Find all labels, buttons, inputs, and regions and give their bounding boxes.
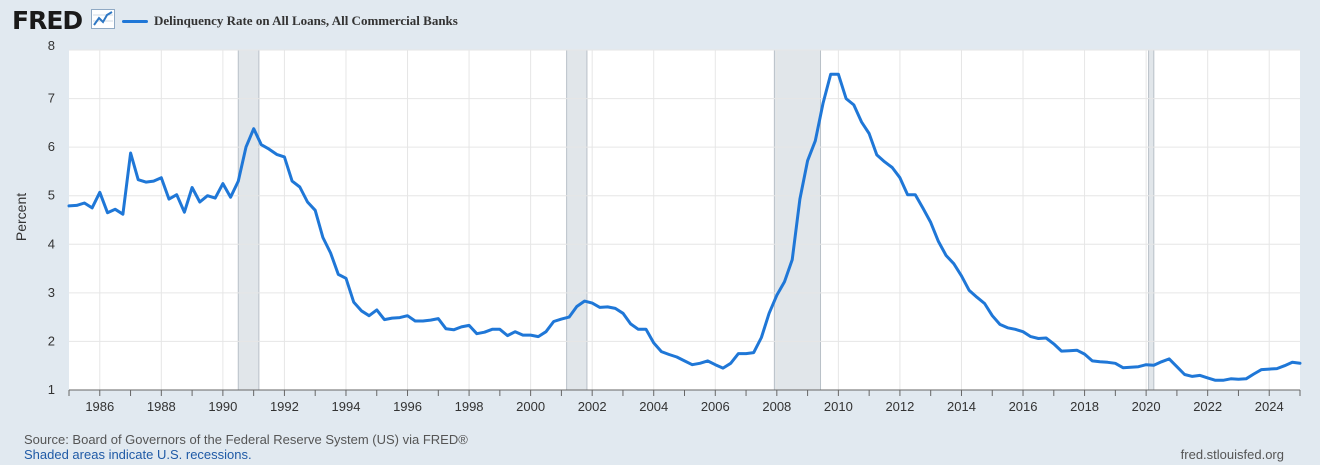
x-tick-label: 2000	[516, 399, 545, 414]
x-tick-label: 2020	[1132, 399, 1161, 414]
chart-header: FRED Delinquency Rate on All Loans, All …	[0, 0, 1320, 42]
y-tick-label: 4	[48, 236, 55, 251]
x-tick-label: 2010	[824, 399, 853, 414]
x-tick-label: 1996	[393, 399, 422, 414]
y-tick-label: 8	[48, 38, 55, 53]
x-tick-label: 1994	[332, 399, 361, 414]
y-axis: 1 2 3 4 5 6 7 8	[48, 38, 55, 397]
plot-area	[69, 50, 1300, 390]
x-tick-label: 2004	[639, 399, 668, 414]
recession-band	[566, 49, 588, 391]
recession-band	[237, 49, 260, 391]
x-tick-label: 2022	[1193, 399, 1222, 414]
x-tick-label: 2024	[1255, 399, 1284, 414]
x-tick-label: 2006	[701, 399, 730, 414]
source-note: Source: Board of Governors of the Federa…	[24, 432, 468, 447]
x-tick-label: 1992	[270, 399, 299, 414]
y-tick-label: 1	[48, 382, 55, 397]
recession-note: Shaded areas indicate U.S. recessions.	[24, 447, 252, 462]
x-tick-label: 1998	[455, 399, 484, 414]
footer-notes: Source: Board of Governors of the Federa…	[24, 432, 468, 462]
x-tick-label: 1986	[85, 399, 114, 414]
legend-label[interactable]: Delinquency Rate on All Loans, All Comme…	[154, 13, 458, 28]
x-tick-label: 2012	[885, 399, 914, 414]
x-tick-label: 2016	[1009, 399, 1038, 414]
series-line[interactable]	[67, 72, 1302, 382]
x-tick-label: 2002	[578, 399, 607, 414]
x-tick-label: 1990	[208, 399, 237, 414]
fred-logo[interactable]: FRED	[12, 6, 83, 35]
line-chart-icon	[91, 9, 115, 29]
y-tick-label: 6	[48, 139, 55, 154]
legend-swatch	[122, 20, 148, 23]
y-axis-label: Percent	[13, 193, 29, 241]
x-tick-label: 1988	[147, 399, 176, 414]
x-tick-label: 2014	[947, 399, 976, 414]
series-group	[67, 72, 1302, 382]
x-tick-label: 2008	[762, 399, 791, 414]
site-link[interactable]: fred.stlouisfed.org	[1180, 447, 1284, 462]
x-axis: 1986 1988 1990 1992 1994 1996 1998 2000 2002 2004…	[68, 389, 1301, 414]
recession-band	[1148, 49, 1155, 391]
y-tick-label: 3	[48, 285, 55, 300]
y-tick-label: 7	[48, 91, 55, 106]
y-tick-label: 5	[48, 188, 55, 203]
x-tick-label: 2018	[1070, 399, 1099, 414]
y-tick-label: 2	[48, 333, 55, 348]
